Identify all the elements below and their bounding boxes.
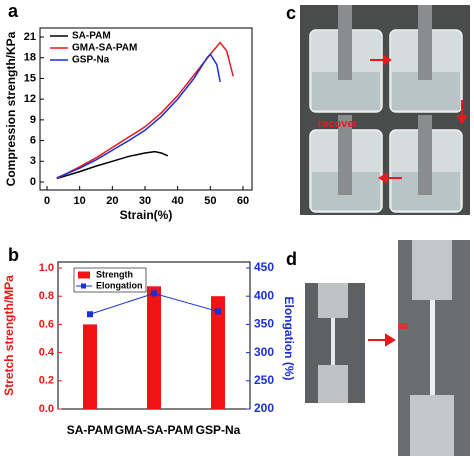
y-tick-label: 0.0 [39, 403, 54, 415]
marker [151, 290, 157, 297]
marker [87, 311, 93, 318]
rods [338, 5, 432, 195]
y-tick-label: 18 [24, 52, 36, 64]
arrow [368, 333, 396, 347]
x-tick-label: 50 [204, 195, 216, 207]
bar [211, 296, 225, 409]
y-tick-label: 0 [30, 176, 36, 188]
y2-tick-label: 350 [254, 317, 274, 331]
x-tick-label: 0 [44, 195, 50, 207]
y2-tick-label: 450 [254, 260, 274, 274]
y2-tick-label: 200 [254, 401, 274, 415]
y-tick-label: 15 [24, 72, 36, 84]
x-tick-label: 20 [106, 195, 118, 207]
legend-swatch [81, 283, 86, 289]
y-axis-label: Compression strength/KPa [4, 31, 18, 186]
y-tick-label: 0.2 [39, 375, 54, 387]
photo-d: d [286, 240, 470, 456]
legend-label: GSP-Na [72, 55, 110, 66]
legend-label: GMA-SA-PAM [72, 43, 137, 54]
x-tick-label: 10 [74, 195, 86, 207]
y2-tick-label: 250 [254, 373, 274, 387]
panel-label: b [8, 245, 19, 265]
annotation: recover [318, 118, 358, 130]
legend-label: Strength [96, 269, 133, 279]
legend-label: SA-PAM [72, 31, 111, 42]
legend-swatch [78, 271, 90, 279]
water [312, 72, 460, 210]
x-tick-label: SA-PAM [67, 423, 113, 437]
line [56, 41, 234, 180]
arrows [370, 54, 468, 184]
y-tick-label: 0.4 [39, 347, 55, 359]
y2-axis-label: Elongation (%) [282, 297, 296, 381]
line [56, 53, 221, 179]
panel-label: a [8, 1, 19, 21]
x-tick-label: GMA-SA-PAM [115, 423, 193, 437]
marker [215, 308, 221, 315]
x-tick-label: 60 [237, 195, 249, 207]
line [56, 150, 169, 180]
y-tick-label: 21 [24, 31, 36, 43]
y-tick-label: 3 [30, 155, 36, 167]
y-tick-label: 9 [30, 114, 36, 126]
x-tick-label: GSP-Na [196, 423, 241, 437]
y2-tick-label: 400 [254, 288, 274, 302]
y-tick-label: 1.0 [39, 262, 54, 274]
y-tick-label: 0.6 [39, 318, 54, 330]
y-tick-label: 6 [30, 134, 36, 146]
x-axis-label: Strain(%) [120, 208, 173, 222]
x-tick-label: 40 [172, 195, 184, 207]
legend-box [73, 267, 147, 293]
bar [83, 324, 97, 409]
photo-c: recover c [286, 3, 470, 215]
y2-tick-label: 300 [254, 345, 274, 359]
legend-label: Elongation [96, 280, 143, 290]
y-tick-label: 0.8 [39, 290, 54, 302]
axes-frame [39, 27, 253, 191]
panel-label: c [286, 3, 296, 23]
panel-label: d [286, 249, 297, 269]
x-tick-label: 30 [139, 195, 151, 207]
y-axis-label: Stretch strength/MPa [2, 275, 16, 396]
bar [147, 286, 161, 409]
y-tick-label: 12 [24, 93, 36, 105]
